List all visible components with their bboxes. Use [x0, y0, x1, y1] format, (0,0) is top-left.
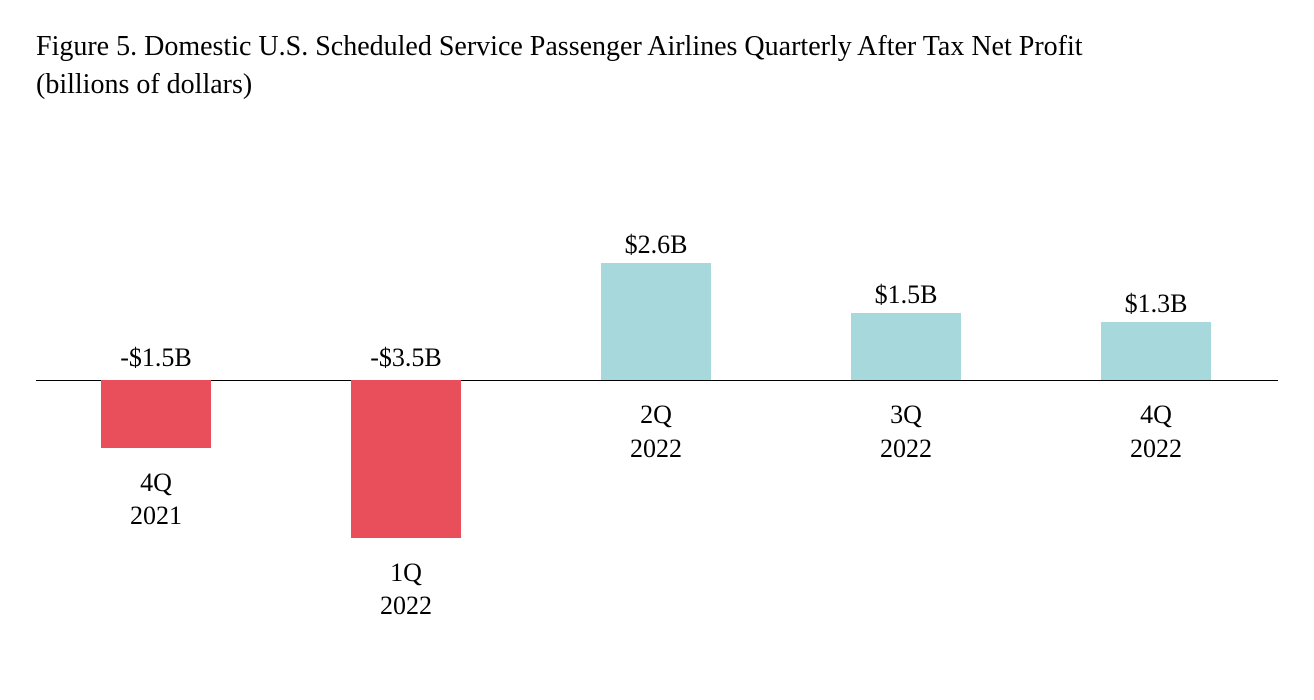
chart-title-line2: (billions of dollars) [36, 66, 1278, 104]
bar-category-quarter-0: 4Q [66, 466, 246, 500]
bar-value-label-0: -$1.5B [66, 342, 246, 373]
bar-category-year-3: 2022 [816, 432, 996, 466]
bar-category-label-2: 2Q2022 [566, 398, 746, 466]
bar-value-label-1: -$3.5B [316, 342, 496, 373]
bar-value-label-2: $2.6B [566, 229, 746, 260]
bar-category-year-2: 2022 [566, 432, 746, 466]
bar-category-year-1: 2022 [316, 589, 496, 623]
bar-category-quarter-1: 1Q [316, 556, 496, 590]
chart-title: Figure 5. Domestic U.S. Scheduled Servic… [36, 28, 1278, 104]
bar-category-quarter-3: 3Q [816, 398, 996, 432]
bar-category-label-0: 4Q2021 [66, 466, 246, 534]
bar-1 [351, 380, 461, 538]
chart-baseline [36, 380, 1278, 381]
bar-value-label-4: $1.3B [1066, 288, 1246, 319]
chart-title-line1: Figure 5. Domestic U.S. Scheduled Servic… [36, 28, 1278, 66]
bar-category-year-4: 2022 [1066, 432, 1246, 466]
bar-category-quarter-4: 4Q [1066, 398, 1246, 432]
chart-plot-area: -$1.5B4Q2021-$3.5B1Q2022$2.6B2Q2022$1.5B… [36, 200, 1278, 680]
bar-3 [851, 313, 961, 381]
bar-category-quarter-2: 2Q [566, 398, 746, 432]
bar-value-label-3: $1.5B [816, 279, 996, 310]
bar-category-label-4: 4Q2022 [1066, 398, 1246, 466]
bar-category-label-3: 3Q2022 [816, 398, 996, 466]
bar-2 [601, 263, 711, 380]
bar-4 [1101, 322, 1211, 381]
bar-category-year-0: 2021 [66, 499, 246, 533]
bar-0 [101, 380, 211, 448]
bar-category-label-1: 1Q2022 [316, 556, 496, 624]
